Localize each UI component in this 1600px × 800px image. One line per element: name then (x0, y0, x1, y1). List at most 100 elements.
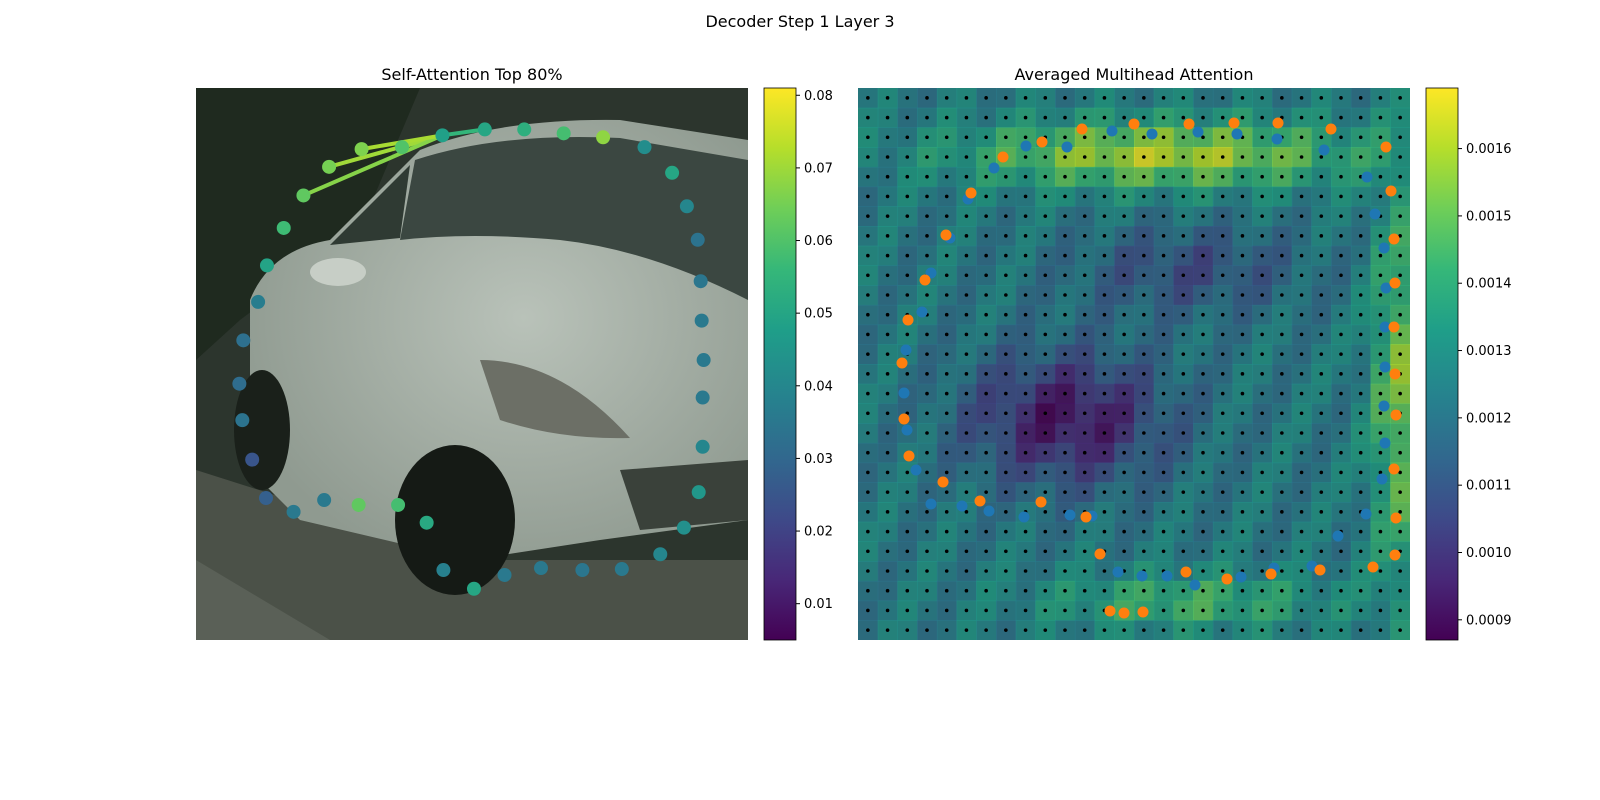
keypoint-0 (435, 128, 450, 143)
grid-point (1260, 273, 1264, 278)
grid-point (1358, 628, 1363, 632)
grid-point (1063, 450, 1067, 455)
grid-point (1339, 608, 1343, 613)
grid-point (1082, 490, 1087, 494)
grid-point (1398, 312, 1402, 317)
grid-point (1378, 273, 1383, 278)
grid-point (1161, 490, 1166, 494)
grid-point (1082, 273, 1087, 278)
grid-point (964, 608, 969, 613)
grid-point (1240, 194, 1245, 199)
grid-point (1240, 214, 1245, 218)
grid-point (1201, 135, 1205, 140)
blue-keypoint-11 (1379, 361, 1391, 373)
grid-point (1220, 234, 1225, 238)
grid-point (1280, 490, 1284, 494)
grid-point (1378, 312, 1383, 317)
grid-point (984, 312, 988, 317)
grid-point (1319, 411, 1324, 416)
grid-point (1201, 174, 1205, 179)
grid-point (1299, 588, 1304, 593)
grid-point (1240, 234, 1245, 238)
grid-point (1358, 608, 1363, 613)
grid-point (1181, 293, 1186, 297)
grid-point (1260, 411, 1264, 416)
grid-point (1161, 470, 1166, 475)
grid-point (1220, 352, 1225, 356)
grid-point (1063, 174, 1067, 179)
orange-keypoint-1 (1128, 118, 1140, 130)
colorbar-tick-label: 0.02 (804, 525, 833, 540)
grid-point (984, 155, 988, 159)
grid-point (925, 490, 929, 494)
grid-point (866, 332, 870, 337)
grid-point (1319, 214, 1324, 218)
grid-point (1299, 312, 1304, 317)
grid-point (905, 529, 910, 534)
grid-point (1378, 332, 1383, 337)
grid-point (1280, 588, 1284, 593)
blue-keypoint-10 (1379, 321, 1391, 333)
grid-point (1378, 470, 1383, 475)
blue-keypoint-5 (1318, 144, 1330, 156)
keypoint-7 (679, 199, 694, 214)
grid-point (1122, 115, 1126, 120)
grid-point (1339, 411, 1343, 416)
right-panel-title: Averaged Multihead Attention (1014, 65, 1254, 84)
grid-point (1122, 549, 1126, 554)
grid-point (1358, 155, 1363, 159)
grid-point (1319, 450, 1324, 455)
grid-point (964, 293, 969, 297)
grid-point (1378, 372, 1383, 376)
grid-point (944, 352, 949, 356)
blue-keypoint-40 (1061, 141, 1073, 153)
grid-point (1181, 490, 1186, 494)
grid-point (1023, 391, 1028, 396)
colorbar-tick-label: 0.0015 (1466, 209, 1512, 224)
grid-point (1102, 273, 1107, 278)
grid-point (1181, 529, 1186, 534)
grid-point (1142, 194, 1146, 199)
grid-point (1023, 352, 1028, 356)
blue-keypoint-27 (983, 505, 995, 517)
grid-point (1280, 470, 1284, 475)
grid-point (885, 588, 890, 593)
grid-point (1240, 332, 1245, 337)
blue-keypoint-16 (1332, 530, 1344, 542)
grid-point (1004, 352, 1008, 356)
grid-point (1181, 96, 1186, 100)
grid-point (885, 135, 890, 140)
grid-point (1260, 450, 1264, 455)
grid-point (944, 510, 949, 514)
grid-point (1378, 411, 1383, 416)
grid-point (1023, 549, 1028, 554)
grid-point (1240, 510, 1245, 514)
grid-point (1201, 450, 1205, 455)
grid-point (1319, 588, 1324, 593)
grid-point (1082, 569, 1087, 573)
keypoint-39 (395, 140, 410, 155)
grid-point (1201, 529, 1205, 534)
grid-point (1220, 391, 1225, 396)
grid-point (1161, 510, 1166, 514)
right-colorbar-ticks: 0.0009 0.0010 0.0011 0.0012 0.0013 0.0014 0.00… (1458, 142, 1512, 628)
orange-keypoint-26 (1035, 496, 1047, 508)
grid-point (1102, 628, 1107, 632)
grid-point (925, 253, 929, 258)
grid-point (1063, 588, 1067, 593)
grid-point (1063, 490, 1067, 494)
keypoint-34 (259, 258, 274, 273)
blue-keypoint-15 (1360, 508, 1372, 520)
grid-point (1358, 490, 1363, 494)
grid-point (1063, 273, 1067, 278)
grid-point (1260, 293, 1264, 297)
grid-point (1122, 431, 1126, 435)
grid-point (1023, 135, 1028, 140)
grid-point (1280, 174, 1284, 179)
blue-keypoint-6 (1361, 171, 1373, 183)
grid-point (1240, 470, 1245, 475)
grid-point (1142, 234, 1146, 238)
keypoint-5 (637, 140, 652, 155)
grid-point (1240, 155, 1245, 159)
grid-point (1043, 608, 1048, 613)
